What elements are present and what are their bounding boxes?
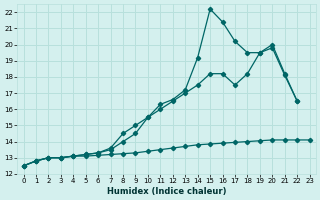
X-axis label: Humidex (Indice chaleur): Humidex (Indice chaleur) xyxy=(107,187,226,196)
